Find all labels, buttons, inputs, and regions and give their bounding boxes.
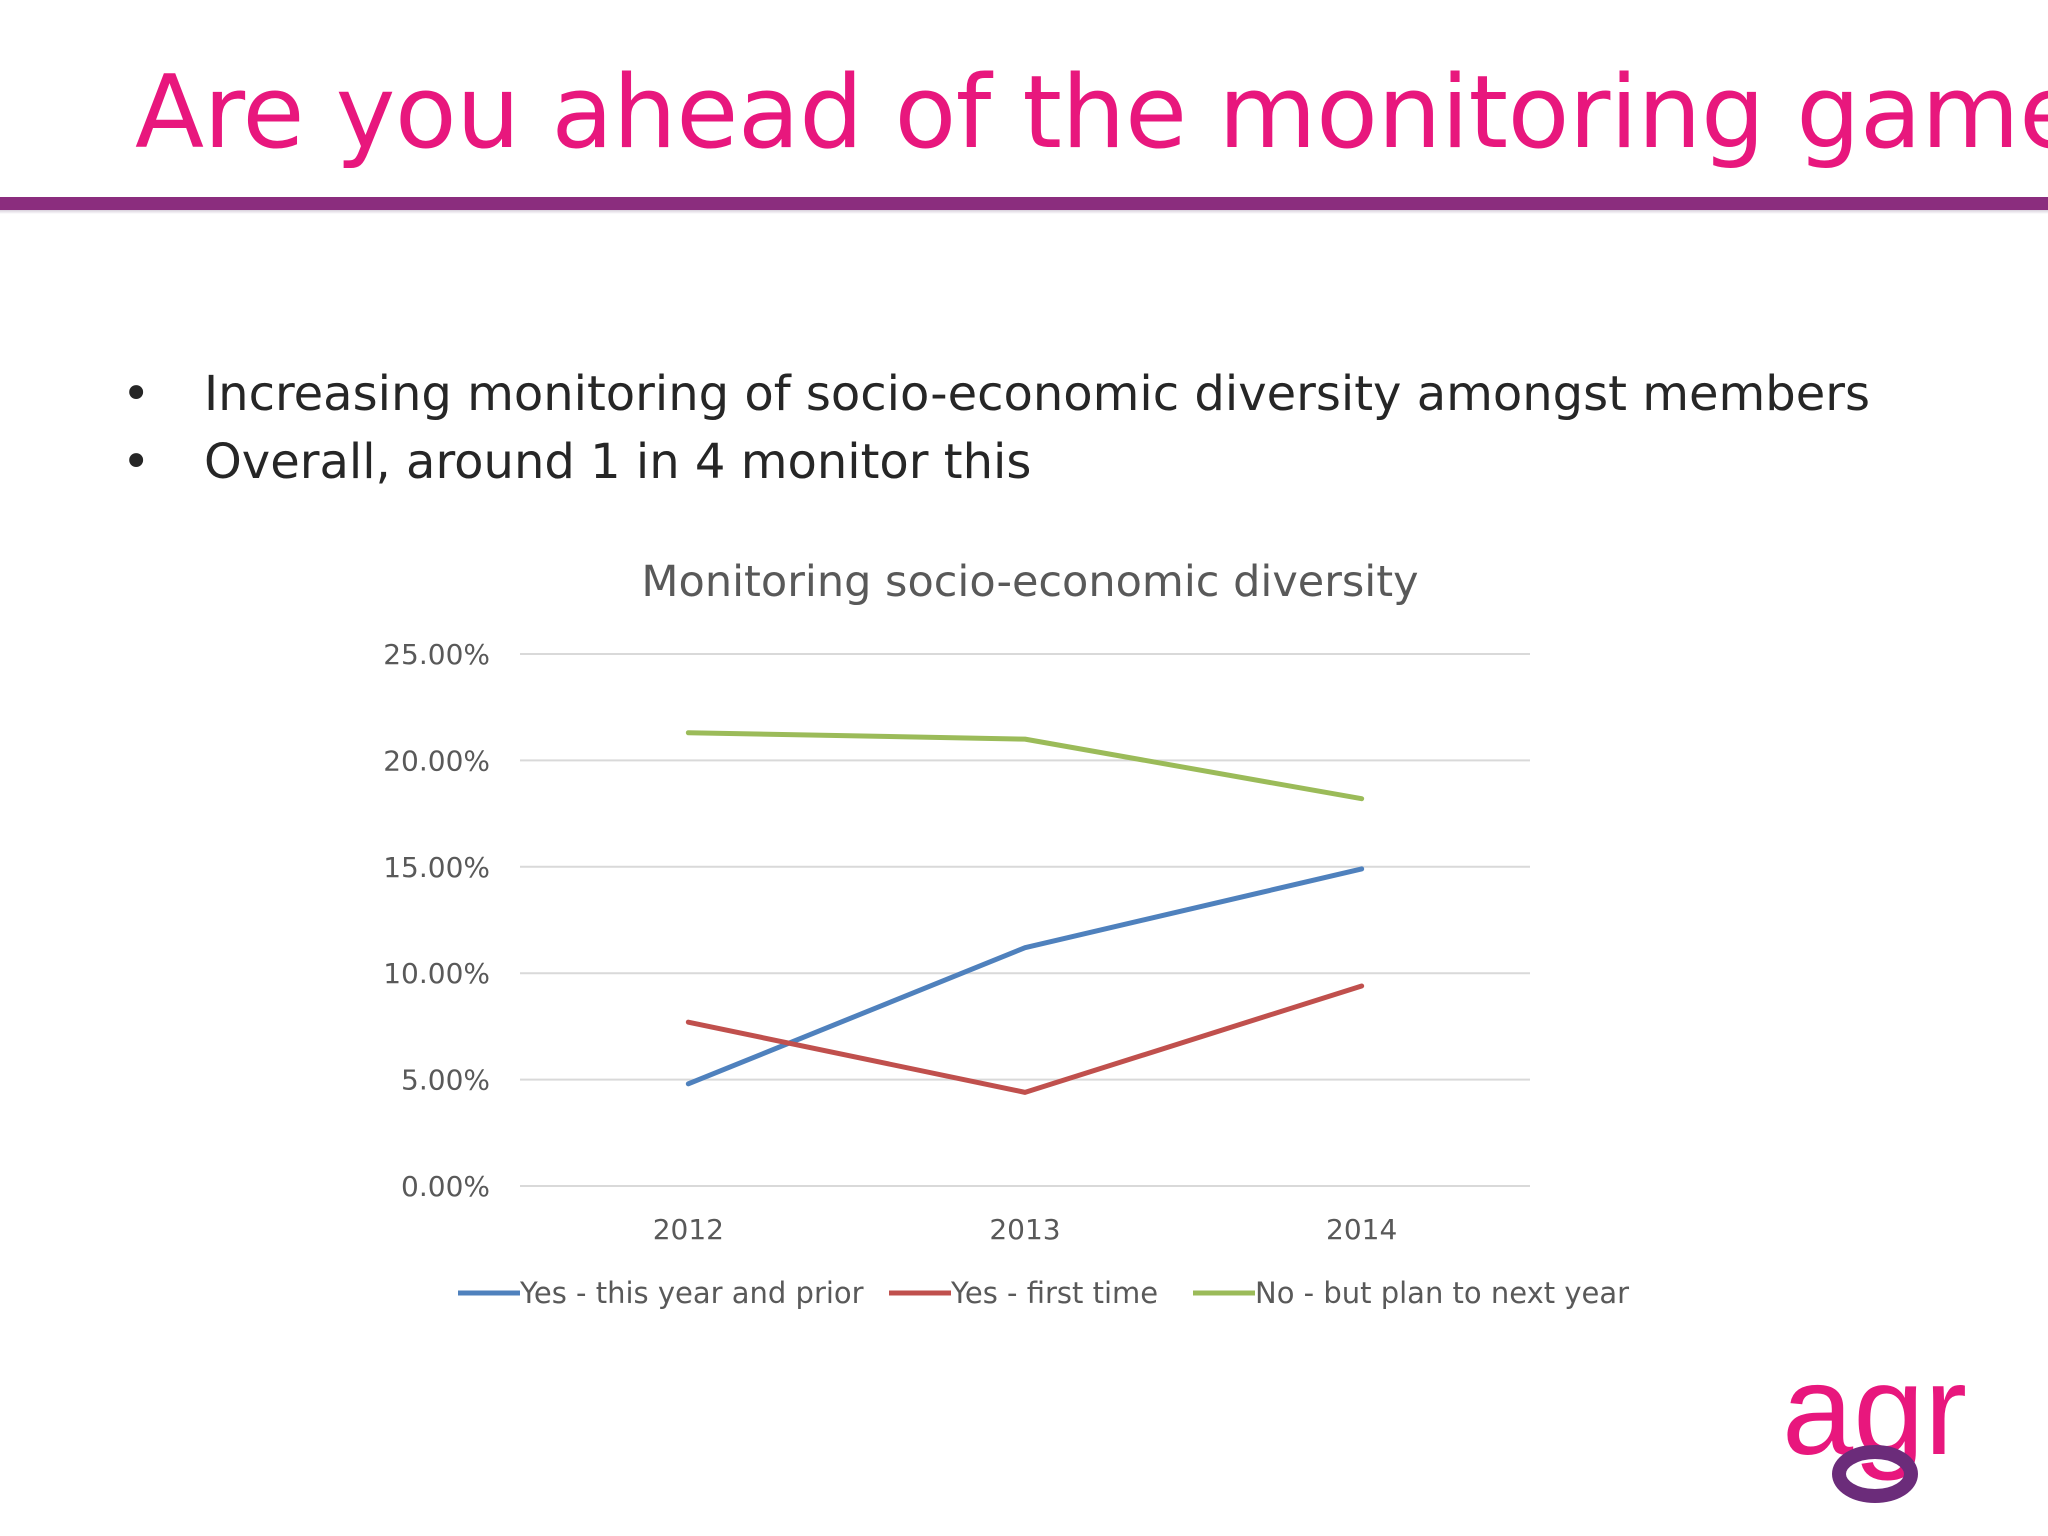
chart-title: Monitoring socio-economic diversity — [641, 557, 1418, 607]
bullet-marker: • — [122, 434, 151, 490]
legend-label: No - but plan to next year — [1255, 1276, 1629, 1310]
bullet-marker: • — [122, 366, 151, 422]
y-tick-label: 10.00% — [383, 957, 490, 990]
y-tick-label: 0.00% — [401, 1170, 490, 1203]
title-divider-shadow — [0, 210, 2048, 214]
y-tick-label: 20.00% — [383, 744, 490, 777]
legend-label: Yes - this year and prior — [519, 1276, 864, 1310]
chart-gridlines — [520, 653, 1530, 1187]
series-line — [685, 866, 1365, 1087]
x-axis-tick-labels: 2012 2013 2014 — [653, 1213, 1398, 1246]
x-tick-label: 2013 — [989, 1213, 1060, 1246]
x-tick-label: 2014 — [1326, 1213, 1397, 1246]
slide-title: Are you ahead of the monitoring game? — [135, 53, 2048, 171]
legend-label: Yes - first time — [950, 1276, 1158, 1310]
series-line — [685, 983, 1365, 1095]
bullet-item: • Increasing monitoring of socio-economic… — [118, 360, 1870, 428]
y-tick-label: 15.00% — [383, 851, 490, 884]
bullet-list: • Increasing monitoring of socio-economic… — [118, 360, 1870, 496]
bullet-text: Overall, around 1 in 4 monitor this — [204, 434, 1032, 490]
y-tick-label: 5.00% — [401, 1064, 490, 1097]
title-divider — [0, 197, 2048, 210]
chart-legend: Yes - this year and prior Yes - first tim… — [458, 1276, 1629, 1310]
chart-series — [685, 730, 1365, 1095]
bullet-item: • Overall, around 1 in 4 monitor this — [118, 428, 1870, 496]
series-line — [685, 730, 1365, 802]
y-axis-tick-labels: 0.00% 5.00% 10.00% 15.00% 20.00% 25.00% — [383, 638, 490, 1203]
logo-descender — [1832, 1445, 1918, 1503]
x-tick-label: 2012 — [653, 1213, 724, 1246]
agr-logo: agr — [1782, 1354, 1967, 1503]
y-tick-label: 25.00% — [383, 638, 490, 671]
bullet-text: Increasing monitoring of socio-economic … — [204, 366, 1871, 422]
logo-text: agr — [1782, 1354, 1967, 1482]
